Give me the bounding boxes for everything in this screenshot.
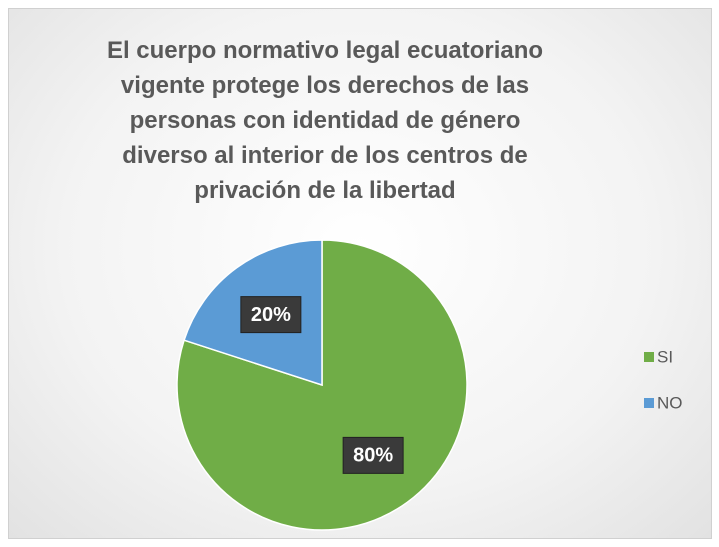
- data-label-box: [240, 296, 302, 334]
- data-label: 20%: [251, 304, 291, 326]
- legend-swatch: [644, 352, 654, 362]
- chart-title: El cuerpo normativo legal ecuatoriano vi…: [106, 37, 544, 204]
- legend-label: NO: [657, 393, 683, 412]
- data-label: 80%: [353, 445, 393, 467]
- data-label-box: [342, 436, 404, 474]
- legend-swatch: [644, 398, 654, 408]
- legend-label: SI: [657, 347, 673, 366]
